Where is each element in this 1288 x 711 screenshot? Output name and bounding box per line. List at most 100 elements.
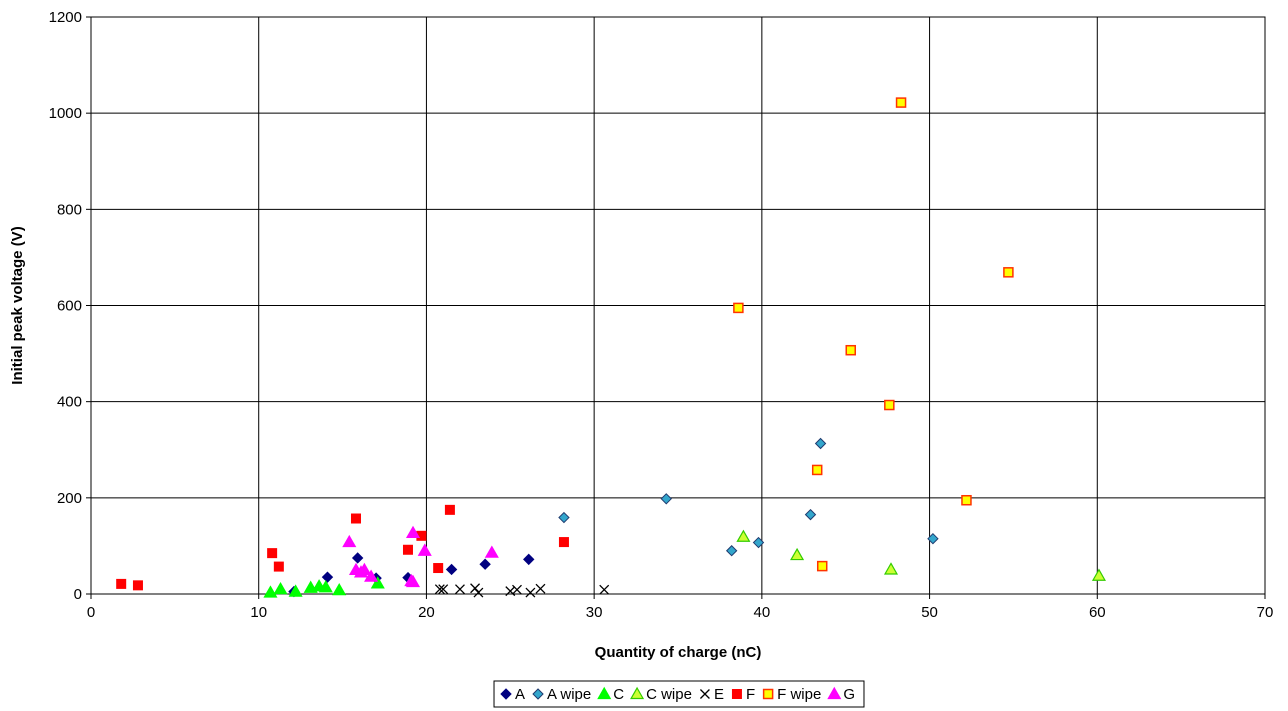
data-point [752,536,765,549]
data-point [599,584,610,595]
y-axis-tick-labels: 0 200 400 600 800 1000 1200 [49,9,82,603]
legend-item: F wipe [762,686,821,703]
data-point [444,504,455,515]
legend-item: A wipe [532,686,591,703]
data-point [535,583,546,594]
data-point [473,587,484,598]
data-point [417,543,432,556]
data-point [660,493,672,505]
data-point [273,561,284,572]
legend-label: C [613,686,624,703]
data-point [1091,568,1106,581]
data-point [332,582,347,596]
legend-label: A [515,686,525,703]
data-point [370,576,385,589]
data-point [267,548,278,559]
legend: A A wipe C C wipe E F F wipe G [493,680,865,708]
gridlines [91,17,1265,594]
data-point [804,508,817,521]
series-f-wipe [733,97,1014,572]
data-point [318,580,333,593]
data-point [342,534,357,548]
data-point [402,544,413,555]
series-c [263,576,385,598]
data-point [558,511,570,524]
x-tick-label: 30 [586,604,603,621]
data-point [350,513,361,524]
legend-marker [597,686,612,700]
data-point [884,399,895,411]
legend-marker [731,689,742,699]
data-points [116,97,1106,598]
data-point [351,552,364,564]
legend-label: A wipe [547,686,591,703]
data-point [273,581,288,595]
data-point [525,587,536,598]
y-axis-title: Initial peak voltage (V) [9,226,26,384]
x-tick-label: 0 [87,604,95,621]
y-tick-label: 1200 [49,9,82,26]
legend-item: G [827,686,855,703]
x-tick-label: 40 [754,604,771,621]
data-point [357,562,372,576]
data-point [288,584,303,597]
data-point [736,529,751,542]
y-tick-label: 0 [74,586,82,603]
legend-item: E [699,686,724,703]
data-point [405,525,421,539]
legend-item: A [500,686,525,703]
x-axis-title: Quantity of charge (nC) [595,644,762,661]
series-c-wipe [736,529,1106,581]
legend-label: G [843,686,855,703]
data-point [523,553,535,566]
legend-marker [762,688,774,700]
data-point [484,545,499,558]
data-point [438,584,449,595]
data-point [263,585,278,598]
series-f [116,504,569,591]
data-point [470,583,481,594]
data-point [433,563,444,574]
data-point [733,302,744,314]
data-point [558,537,569,548]
data-point [1003,267,1014,278]
data-point [479,558,491,570]
legend-label: F wipe [777,686,821,703]
y-tick-label: 200 [57,490,82,507]
data-point [883,562,899,575]
legend-marker [699,689,710,699]
data-point [895,97,907,108]
series-a-wipe [558,437,939,557]
legend-label: F [746,686,755,703]
data-point [132,580,143,591]
series-g [342,525,499,588]
data-point [814,437,827,450]
legend-item: C [597,686,624,703]
legend-item: C wipe [630,686,692,703]
axis-ticks [86,16,1266,599]
legend-marker [827,686,842,700]
y-tick-label: 600 [57,298,82,315]
data-point [725,545,738,557]
data-point [512,584,522,595]
data-point [816,560,828,572]
x-tick-label: 50 [921,604,938,621]
series-e [434,583,610,598]
x-tick-label: 10 [250,604,267,621]
legend-item: F [731,686,755,703]
data-point [405,574,421,588]
legend-label: C wipe [646,686,692,703]
x-tick-label: 20 [418,604,435,621]
legend-marker [630,686,645,700]
data-point [321,571,334,583]
x-axis-tick-labels: 0 10 20 30 40 50 60 70 [87,604,1274,621]
data-point [790,547,805,561]
legend-marker [500,688,512,700]
data-point [434,584,445,595]
x-tick-label: 60 [1089,604,1106,621]
data-point [927,532,939,545]
y-tick-label: 400 [57,394,82,411]
data-point [116,578,127,589]
legend-marker [532,688,544,700]
